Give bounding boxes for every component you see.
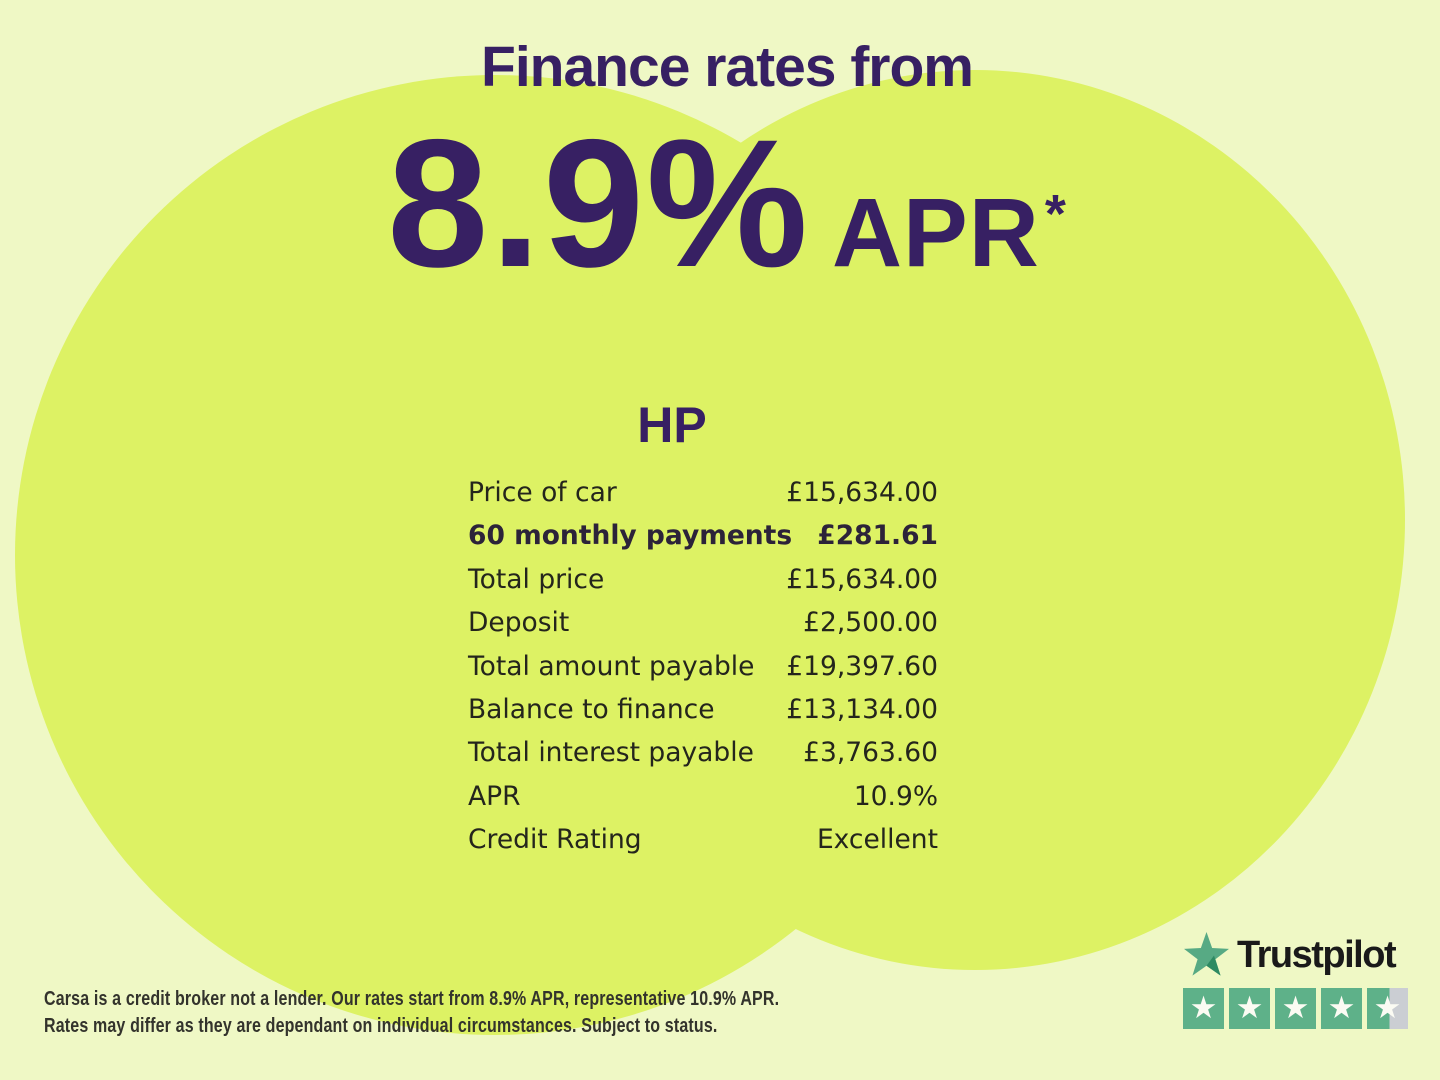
row-value: £13,134.00 xyxy=(786,694,938,726)
rate-value: 8.9% xyxy=(387,101,810,305)
rate-hero: 8.9% APR* xyxy=(7,112,1440,294)
row-label: Total amount payable xyxy=(468,650,755,682)
star-box-half: ★ xyxy=(1367,988,1408,1029)
trustpilot-wordmark: Trustpilot xyxy=(1237,933,1397,976)
trustpilot-star-icon xyxy=(1184,932,1229,976)
trustpilot-rating-stars: ★ ★ ★ ★ ★ xyxy=(1183,988,1408,1029)
row-value: £2,500.00 xyxy=(803,607,938,639)
table-row: Total amount payable £19,397.60 xyxy=(468,645,938,688)
row-value: £15,634.00 xyxy=(786,563,938,595)
row-value: £3,763.60 xyxy=(803,737,938,769)
rate-suffix: APR* xyxy=(832,184,1067,281)
row-label: Credit Rating xyxy=(468,824,642,856)
row-label: Total interest payable xyxy=(468,737,754,769)
disclaimer-line-2: Rates may differ as they are dependant o… xyxy=(44,1014,718,1037)
row-label: 60 monthly payments xyxy=(468,520,793,552)
page-title: Finance rates from xyxy=(481,35,974,99)
table-row-monthly-payment: 60 monthly payments £281.61 xyxy=(468,514,938,557)
trustpilot-widget: Trustpilot ★ ★ ★ ★ ★ xyxy=(1183,932,1408,1029)
disclaimer: Carsa is a credit broker not a lender. O… xyxy=(44,986,779,1039)
star-box-full: ★ xyxy=(1229,988,1270,1029)
rate-suffix-label: APR xyxy=(832,178,1040,287)
background-circle-right xyxy=(545,70,1405,970)
star-box-full: ★ xyxy=(1183,988,1224,1029)
table-row: Price of car £15,634.00 xyxy=(468,471,938,514)
table-row: Total interest payable £3,763.60 xyxy=(468,731,938,774)
row-label: Price of car xyxy=(468,477,617,508)
table-row: Credit Rating Excellent xyxy=(468,818,938,861)
row-label: APR xyxy=(468,780,521,812)
disclaimer-line-1: Carsa is a credit broker not a lender. O… xyxy=(44,988,780,1010)
row-label: Balance to finance xyxy=(468,694,715,726)
star-box-full: ★ xyxy=(1275,988,1316,1029)
table-row: Balance to finance £13,134.00 xyxy=(468,688,938,731)
table-heading: HP xyxy=(637,397,707,453)
table-row: Total price £15,634.00 xyxy=(468,558,938,601)
table-row: Deposit £2,500.00 xyxy=(468,601,938,644)
row-label: Total price xyxy=(468,563,605,595)
row-value: £15,634.00 xyxy=(786,477,938,508)
trustpilot-logo: Trustpilot xyxy=(1183,932,1408,977)
row-label: Deposit xyxy=(468,607,570,639)
footnote-asterisk: * xyxy=(1044,184,1067,244)
star-box-full: ★ xyxy=(1321,988,1362,1029)
finance-table: Price of car £15,634.00 60 monthly payme… xyxy=(468,471,938,862)
table-row: APR 10.9% xyxy=(468,775,938,818)
row-value: £19,397.60 xyxy=(786,650,938,682)
row-value: £281.61 xyxy=(817,520,938,552)
row-value: Excellent xyxy=(816,824,938,856)
row-value: 10.9% xyxy=(853,780,938,812)
